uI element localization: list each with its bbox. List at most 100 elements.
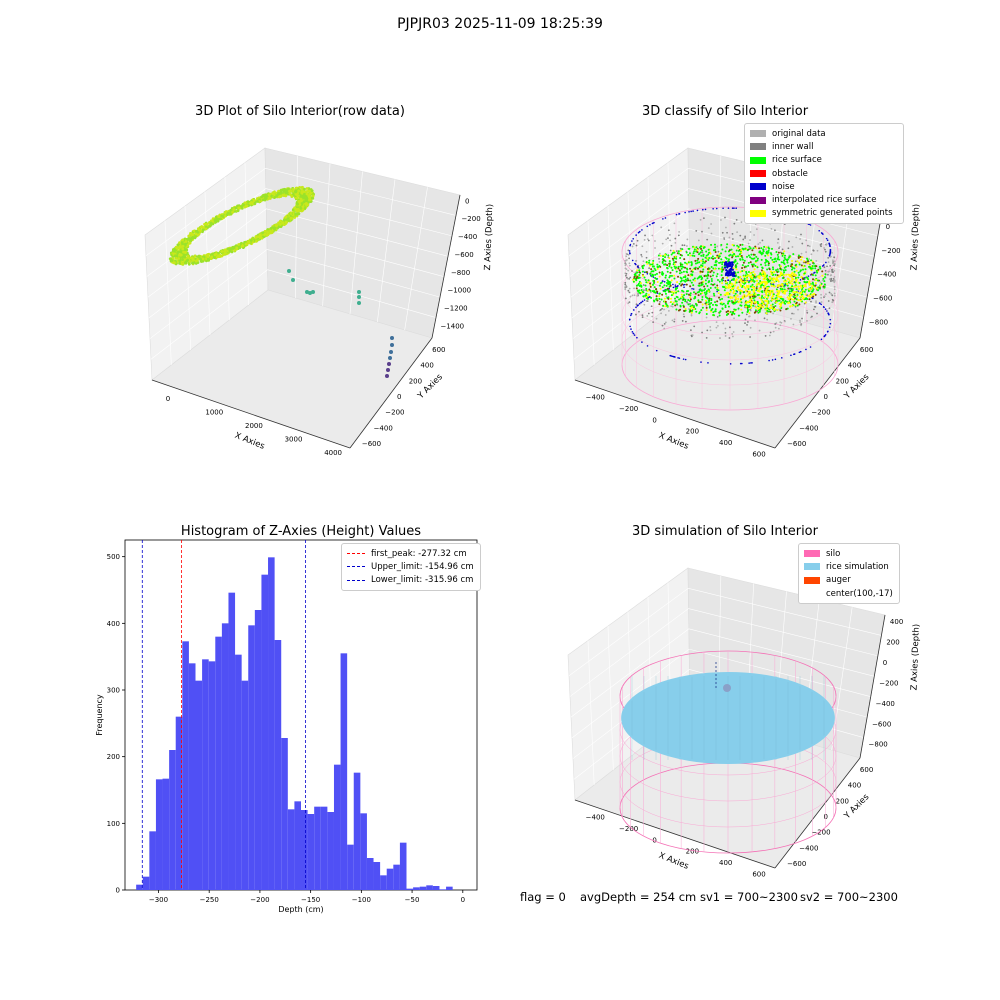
z-tick-label: −600 (454, 251, 473, 259)
z-tick-label: −600 (872, 720, 891, 728)
x-tick-label: 4000 (324, 449, 342, 457)
x-tick-label: 2000 (245, 422, 263, 430)
data-point (230, 250, 234, 254)
y-tick-label: −400 (799, 844, 818, 852)
data-point (178, 261, 181, 265)
y-tick-label: 400 (848, 782, 861, 790)
data-point (203, 222, 206, 226)
grid-line (184, 205, 191, 351)
data-point (205, 222, 209, 226)
data-point (209, 253, 213, 257)
swatch (804, 590, 820, 597)
y-tick-label: −200 (385, 409, 404, 417)
data-point (173, 254, 177, 258)
data-point (303, 192, 306, 196)
panel4-legend: silo rice simulation auger center(100,-1… (798, 543, 900, 605)
x-tick-label: 200 (686, 848, 699, 856)
grid-line (204, 191, 211, 336)
data-point (187, 234, 191, 238)
data-point (281, 193, 285, 197)
z-tick-label: −400 (876, 700, 895, 708)
data-point (260, 236, 263, 240)
data-point (251, 202, 255, 206)
grid-line (295, 155, 298, 299)
data-point (277, 189, 280, 193)
y-tick-label: 0 (824, 813, 828, 821)
y-tick-label: 200 (409, 377, 422, 385)
z-tick-label: −800 (869, 741, 888, 749)
z-axis-label: Z Axies (Depth) (910, 624, 922, 691)
legend-label: center(100,-17) (826, 588, 893, 599)
figure-title: PJPJR03 2025-11-09 18:25:39 (397, 16, 603, 32)
grid-line (377, 179, 396, 323)
x-axis-line (151, 379, 351, 449)
data-point (301, 185, 304, 189)
x-tick-label: −200 (619, 825, 638, 833)
data-point (176, 243, 180, 247)
y-tick-label: −600 (787, 860, 806, 868)
z-tick-label: −1000 (447, 287, 471, 295)
y-tick-label: −600 (362, 440, 381, 448)
data-point (232, 208, 236, 211)
grid-line (149, 249, 441, 339)
data-point (290, 216, 293, 220)
y-tick-label: −400 (374, 424, 393, 432)
data-point (261, 198, 265, 202)
data-point (280, 188, 283, 192)
data-point (173, 261, 176, 265)
x-tick-label: 600 (752, 870, 765, 878)
y-tick-label: 200 (836, 797, 849, 805)
grid-line (147, 208, 449, 298)
data-point (280, 191, 283, 195)
data-point (299, 199, 303, 203)
y-tick-label: 0 (397, 393, 401, 401)
z-tick-label: 0 (465, 197, 469, 205)
panel1-title: 3D Plot of Silo Interior(row data) (195, 104, 405, 119)
legend-item-silo: silo (804, 547, 894, 560)
data-point (207, 252, 211, 256)
data-point (206, 255, 210, 259)
z-tick-label: −1200 (444, 305, 468, 313)
data-point (305, 187, 309, 190)
z-tick-label: 400 (890, 618, 903, 626)
data-point (204, 257, 208, 260)
grid-line (164, 220, 172, 366)
x-tick-label: −400 (586, 814, 605, 822)
y-tick-label: 600 (860, 766, 873, 774)
grid-line (244, 162, 249, 306)
data-point (285, 220, 289, 224)
legend-label: silo (826, 548, 841, 559)
z-tick-label: −200 (461, 215, 480, 223)
y-axis-line (349, 337, 433, 449)
data-point (189, 256, 193, 260)
data-point (273, 190, 276, 194)
data-point (220, 250, 224, 253)
z-tick-label: 200 (886, 639, 899, 647)
footer-avg-depth: avgDepth = 254 cm (580, 890, 697, 904)
swatch (804, 576, 820, 584)
footer-sv2: sv2 = 700~2300 (800, 890, 898, 904)
swatch (804, 563, 820, 571)
legend-label: auger (826, 575, 851, 586)
data-point (301, 205, 305, 209)
data-point (181, 258, 184, 262)
data-point (303, 190, 307, 194)
data-point (218, 253, 222, 257)
x-tick-label: 3000 (285, 436, 303, 444)
z-axis-line (431, 194, 461, 339)
panel4-axes: −400 −200 0 200 400 600 −600 −400 −200 0 200 400 600… (567, 567, 922, 878)
grid-line (150, 269, 437, 360)
legend-item-auger: auger (804, 574, 894, 587)
footer-flag: flag = 0 (520, 890, 566, 904)
z-tick-label: 0 (883, 659, 887, 667)
center-marker (723, 684, 731, 692)
legend-label: rice simulation (826, 561, 889, 572)
data-point (199, 225, 203, 229)
y-tick-label: 600 (432, 346, 445, 354)
z-axis-label: Z Axies (Depth) (483, 204, 495, 271)
x-tick-label: 1000 (205, 408, 223, 416)
z-tick-label: −1400 (440, 322, 464, 330)
swatch (804, 550, 820, 558)
data-point (271, 192, 275, 196)
